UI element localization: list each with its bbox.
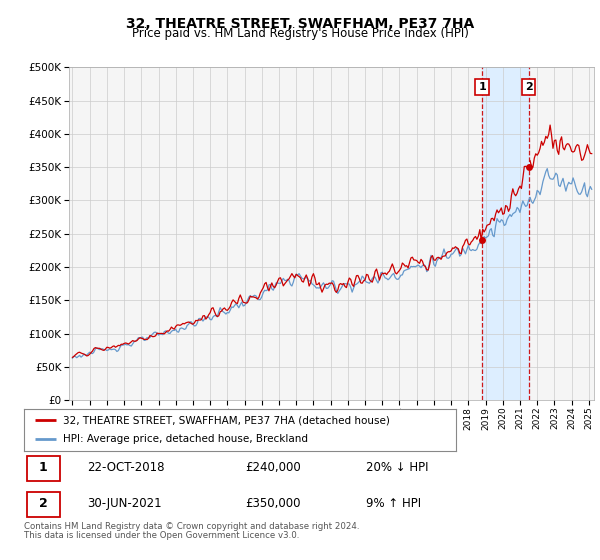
Text: 32, THEATRE STREET, SWAFFHAM, PE37 7HA: 32, THEATRE STREET, SWAFFHAM, PE37 7HA [126, 17, 474, 31]
Text: 1: 1 [478, 82, 486, 92]
Text: 30-JUN-2021: 30-JUN-2021 [88, 497, 162, 510]
Text: 20% ↓ HPI: 20% ↓ HPI [366, 461, 429, 474]
Text: 1: 1 [39, 461, 47, 474]
Text: £240,000: £240,000 [245, 461, 301, 474]
FancyBboxPatch shape [27, 456, 60, 480]
Text: £350,000: £350,000 [245, 497, 301, 510]
Text: 22-OCT-2018: 22-OCT-2018 [88, 461, 165, 474]
Text: This data is licensed under the Open Government Licence v3.0.: This data is licensed under the Open Gov… [24, 531, 299, 540]
Text: 32, THEATRE STREET, SWAFFHAM, PE37 7HA (detached house): 32, THEATRE STREET, SWAFFHAM, PE37 7HA (… [63, 415, 390, 425]
Text: Contains HM Land Registry data © Crown copyright and database right 2024.: Contains HM Land Registry data © Crown c… [24, 522, 359, 531]
Text: 2: 2 [39, 497, 47, 510]
Bar [482, 67, 529, 400]
Text: Price paid vs. HM Land Registry's House Price Index (HPI): Price paid vs. HM Land Registry's House … [131, 27, 469, 40]
FancyBboxPatch shape [27, 492, 60, 517]
Text: 9% ↑ HPI: 9% ↑ HPI [366, 497, 421, 510]
Text: HPI: Average price, detached house, Breckland: HPI: Average price, detached house, Brec… [63, 435, 308, 445]
Text: 2: 2 [525, 82, 532, 92]
